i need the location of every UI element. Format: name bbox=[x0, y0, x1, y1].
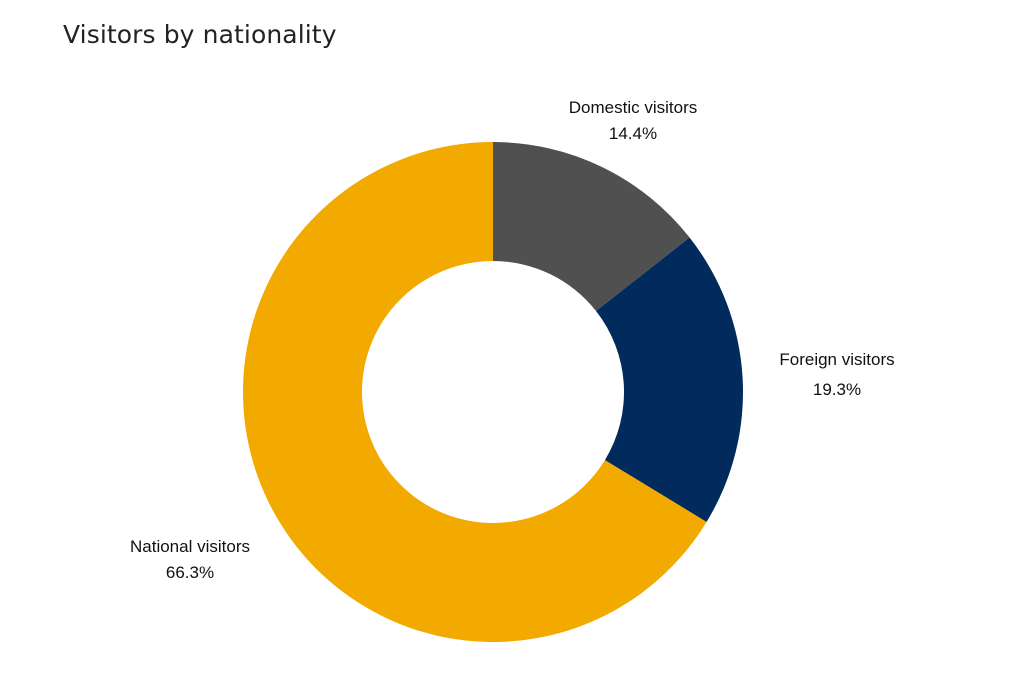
slice-value-label: 66.3% bbox=[166, 563, 214, 582]
chart-slices bbox=[243, 142, 743, 642]
chart-title: Visitors by nationality bbox=[63, 20, 337, 49]
donut-slice-domestic-visitors bbox=[493, 142, 690, 312]
slice-value-label: 19.3% bbox=[813, 380, 861, 399]
donut-slice-national-visitors bbox=[243, 142, 707, 642]
chart-labels: Domestic visitors 14.4% Foreign visitors 19… bbox=[130, 98, 895, 582]
slice-value-label: 14.4% bbox=[609, 124, 657, 143]
slice-name-label: National visitors bbox=[130, 537, 250, 556]
donut-slice-foreign-visitors bbox=[596, 237, 743, 522]
slice-name-label: Foreign visitors bbox=[779, 350, 894, 369]
slice-name-label: Domestic visitors bbox=[569, 98, 697, 117]
